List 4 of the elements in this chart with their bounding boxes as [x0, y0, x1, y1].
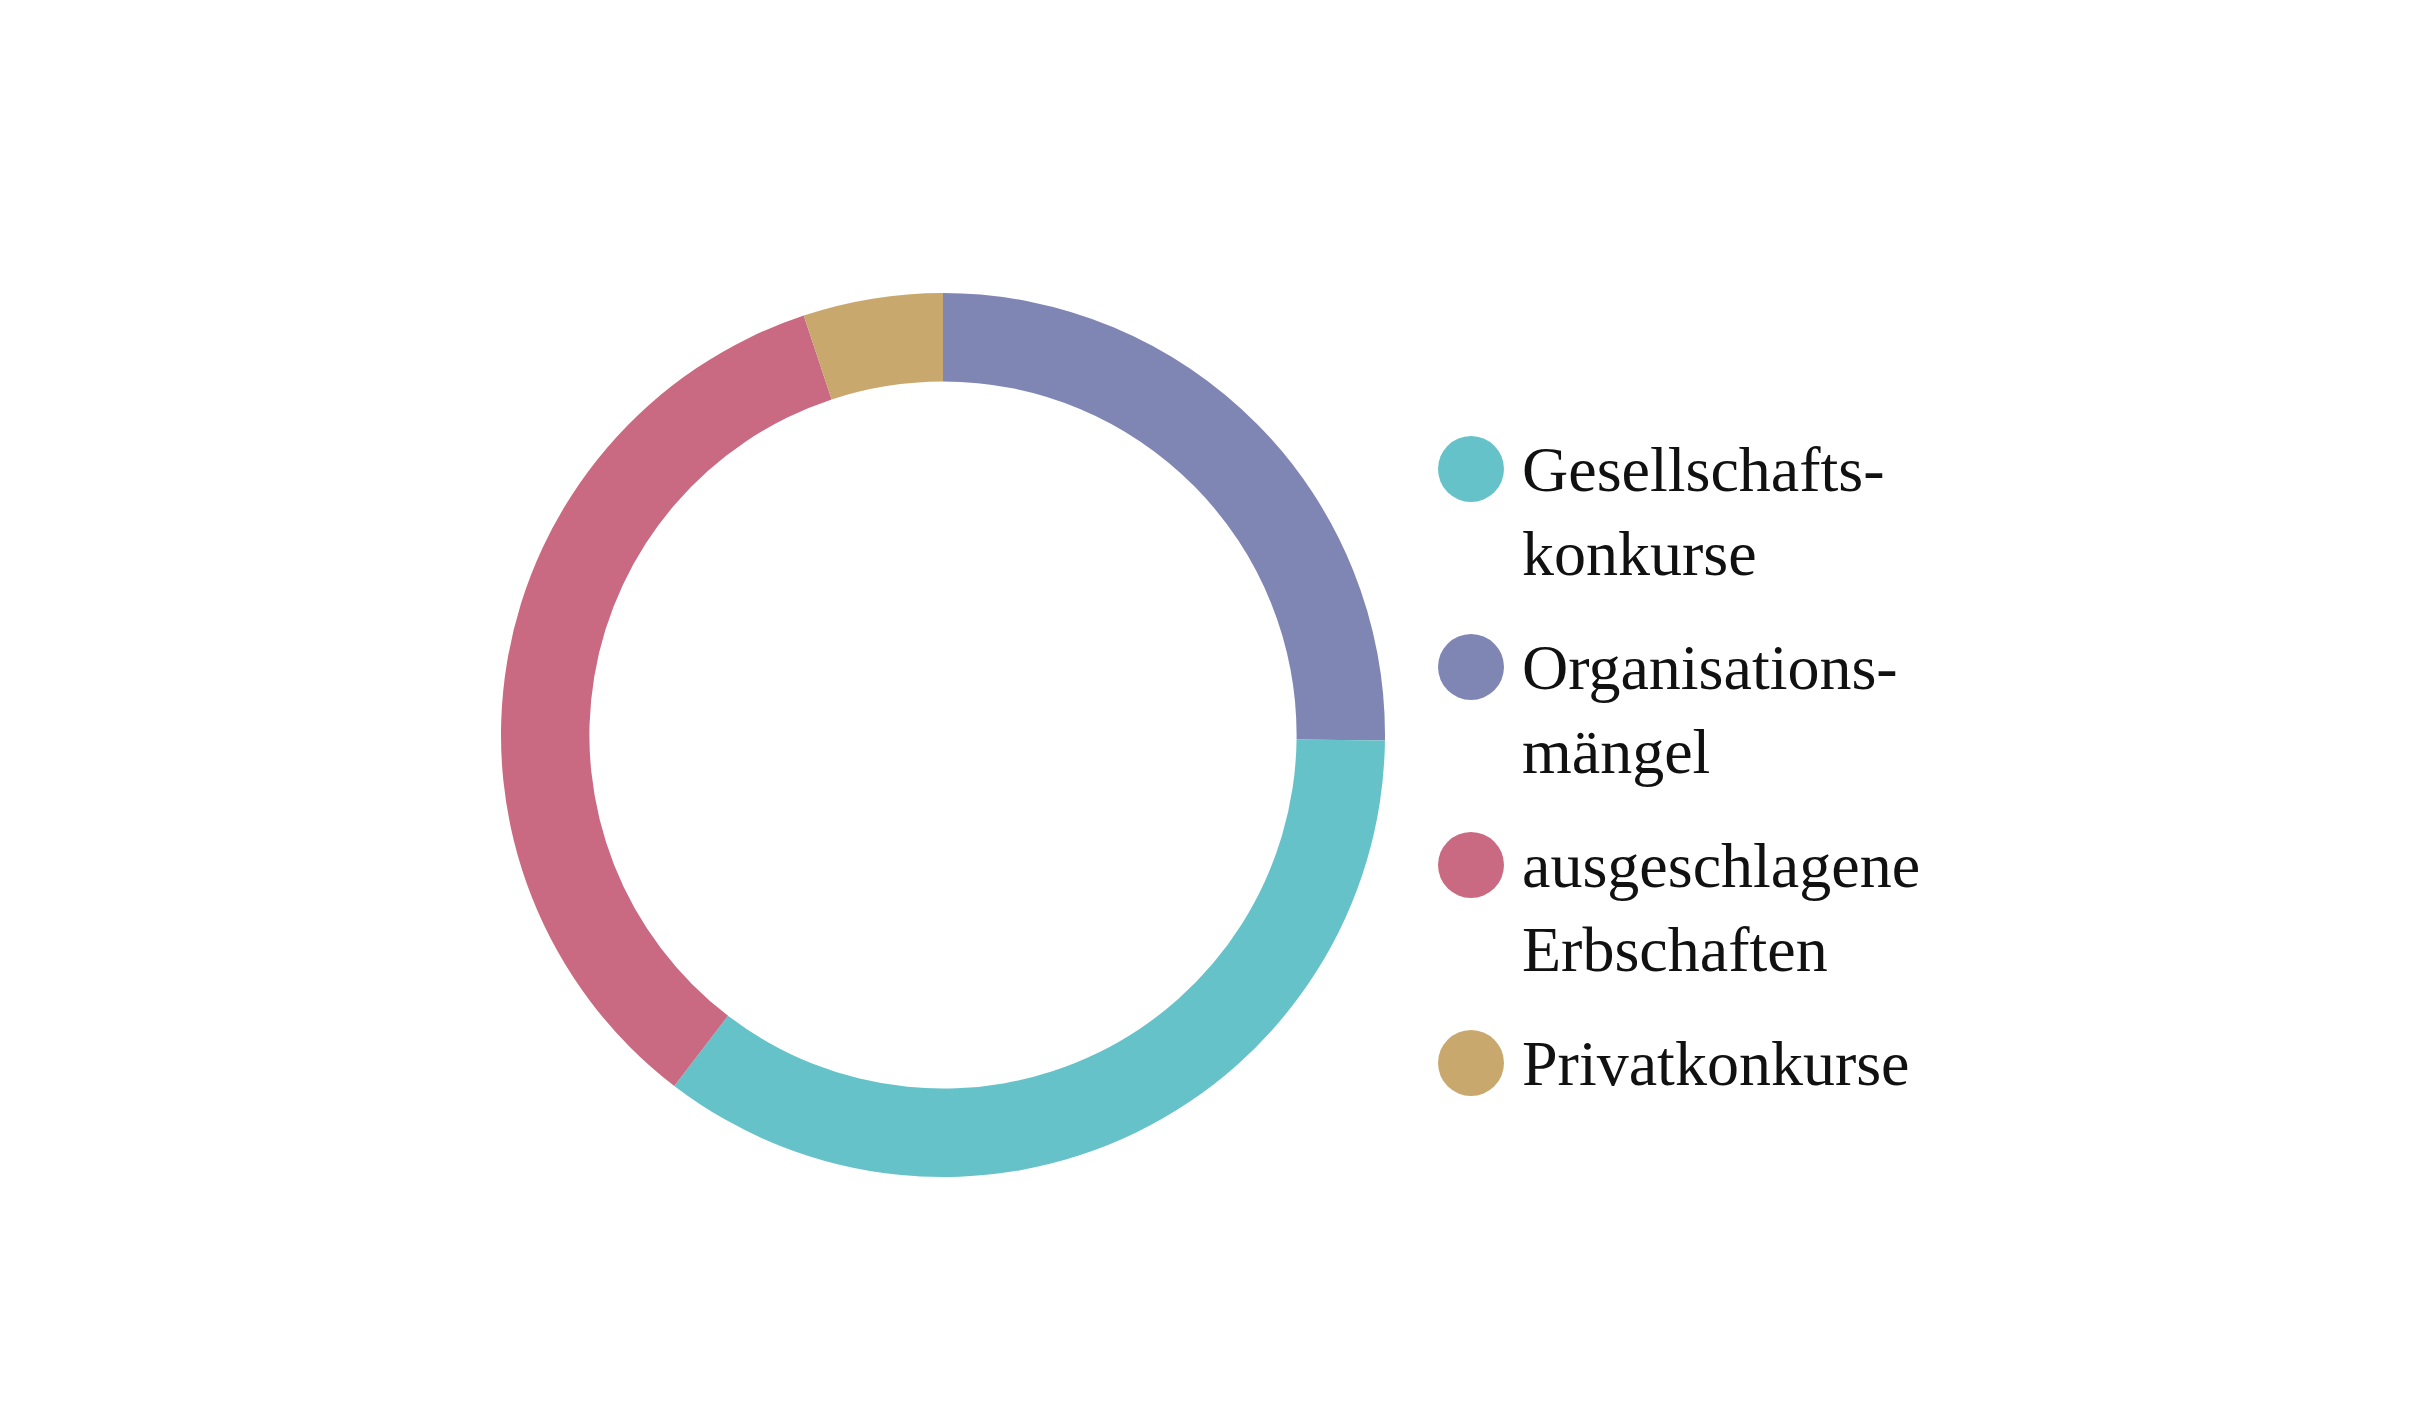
legend-label: Gesellschafts-konkurse — [1522, 433, 1885, 591]
legend-label: Organisations-mängel — [1522, 631, 1898, 789]
legend-label: Privatkonkurse — [1522, 1027, 1910, 1101]
legend-label: ausgeschlagene Erbschaften — [1522, 829, 1921, 987]
